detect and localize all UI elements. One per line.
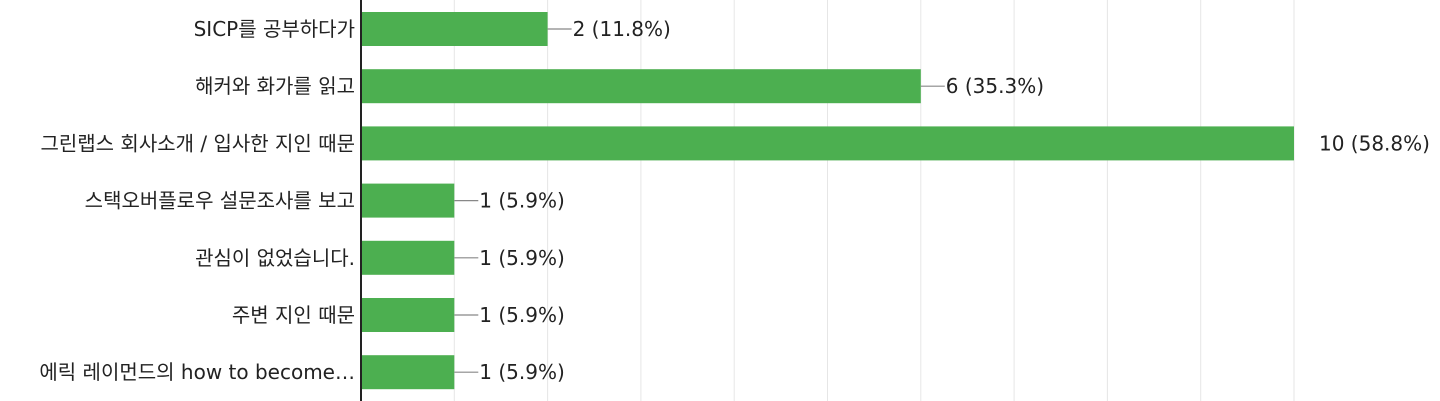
bar [361,183,455,218]
bar [361,298,455,332]
value-label: 1 (5.9%) [479,360,565,384]
bars [361,12,1294,390]
labels: SICP를 공부하다가 2 (11.8%) 해커와 화가를 읽고 6 (35.3%) 그… [39,17,1430,384]
category-label: 스택오버플로우 설문조사를 보고 [85,189,355,213]
bar [361,12,548,46]
value-label: 1 (5.9%) [479,303,565,327]
category-label: 해커와 화가를 읽고 [195,74,355,98]
bar [361,69,921,104]
gridlines [453,0,1295,401]
category-label: 에릭 레이먼드의 how to become… [39,360,355,384]
value-label: 2 (11.8%) [573,17,671,41]
bar [361,126,1294,161]
category-label: 주변 지인 때문 [232,303,355,327]
value-label: 1 (5.9%) [479,246,565,270]
category-label: SICP를 공부하다가 [194,17,355,41]
bar [361,240,455,275]
value-label: 10 (58.8%) [1319,131,1430,155]
category-label: 그린랩스 회사소개 / 입사한 지인 때문 [40,131,355,155]
value-label: 6 (35.3%) [946,74,1044,98]
value-label: 1 (5.9%) [479,189,565,213]
category-label: 관심이 없었습니다. [195,246,355,270]
bar [361,355,455,390]
